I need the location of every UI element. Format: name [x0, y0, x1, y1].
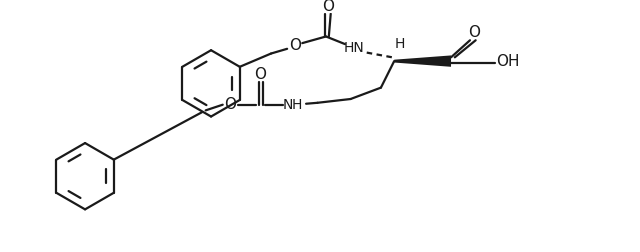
Text: HN: HN: [344, 41, 365, 55]
Text: O: O: [224, 97, 236, 112]
Text: O: O: [255, 67, 267, 82]
Polygon shape: [394, 55, 451, 67]
Text: O: O: [322, 0, 334, 14]
Text: H: H: [395, 37, 405, 51]
Text: N: N: [283, 98, 293, 112]
Text: H: H: [291, 98, 302, 112]
Text: O: O: [289, 39, 301, 53]
Text: OH: OH: [496, 54, 520, 69]
Text: O: O: [468, 25, 480, 40]
